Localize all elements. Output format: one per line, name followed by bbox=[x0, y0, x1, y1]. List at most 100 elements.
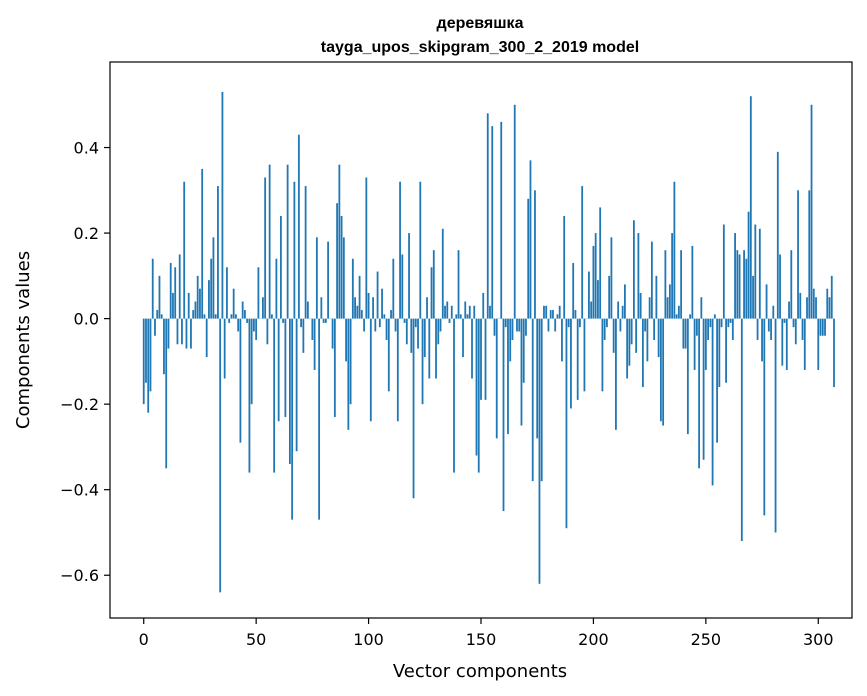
bar bbox=[203, 314, 206, 319]
bar bbox=[606, 318, 608, 328]
bar bbox=[194, 301, 197, 319]
bar bbox=[624, 284, 626, 319]
x-tick-label: 100 bbox=[353, 630, 384, 649]
bar bbox=[401, 254, 404, 319]
bar bbox=[826, 288, 829, 319]
bar bbox=[664, 250, 667, 319]
bar bbox=[421, 318, 424, 405]
bar bbox=[462, 318, 464, 358]
bar bbox=[360, 310, 363, 319]
bar bbox=[181, 318, 183, 345]
bar bbox=[293, 181, 296, 319]
bar bbox=[279, 215, 282, 319]
bar bbox=[507, 318, 509, 435]
bar bbox=[792, 318, 795, 328]
bar bbox=[752, 275, 754, 319]
bar bbox=[646, 318, 649, 362]
bar bbox=[695, 318, 698, 336]
bar bbox=[579, 318, 581, 328]
bar bbox=[169, 263, 172, 319]
bar bbox=[806, 297, 808, 319]
bar bbox=[318, 318, 321, 520]
bar bbox=[493, 318, 496, 336]
bar bbox=[599, 207, 602, 319]
x-tick-label: 250 bbox=[691, 630, 722, 649]
bar bbox=[288, 318, 291, 465]
bar bbox=[491, 126, 494, 319]
x-tick-label: 0 bbox=[139, 630, 149, 649]
bar bbox=[545, 305, 548, 319]
bar bbox=[412, 318, 415, 499]
bar bbox=[650, 241, 653, 319]
bar bbox=[630, 318, 633, 345]
bar bbox=[734, 233, 736, 319]
bar bbox=[403, 318, 406, 323]
bar bbox=[810, 104, 813, 319]
bar bbox=[570, 318, 572, 409]
bar bbox=[367, 292, 370, 319]
bar bbox=[387, 318, 390, 392]
bar bbox=[527, 198, 530, 319]
bar bbox=[489, 305, 491, 319]
bar bbox=[641, 318, 644, 388]
chart-subtitle: tayga_upos_skipgram_300_2_2019 model bbox=[321, 39, 639, 56]
bar bbox=[633, 220, 635, 319]
bar bbox=[756, 318, 759, 340]
bar bbox=[608, 275, 611, 319]
bar bbox=[707, 318, 709, 340]
bar bbox=[754, 224, 757, 319]
bar bbox=[273, 318, 276, 473]
bar bbox=[302, 318, 305, 353]
bar bbox=[743, 250, 745, 319]
x-axis-ticks: 0 50 100 150 200 250 300 bbox=[139, 618, 834, 649]
bar bbox=[219, 318, 222, 593]
bar bbox=[324, 318, 327, 323]
bar bbox=[610, 237, 613, 319]
bar bbox=[192, 310, 195, 319]
bar bbox=[284, 318, 287, 417]
bar bbox=[729, 318, 732, 323]
bar bbox=[803, 318, 806, 370]
bar bbox=[563, 215, 566, 319]
bar bbox=[340, 215, 343, 319]
bar bbox=[797, 190, 799, 319]
bar bbox=[277, 318, 280, 422]
bar bbox=[817, 318, 820, 370]
bar bbox=[549, 310, 552, 319]
bar bbox=[561, 318, 563, 362]
y-tick-label: −0.6 bbox=[60, 566, 99, 585]
bar bbox=[572, 263, 575, 319]
bar bbox=[767, 318, 770, 332]
bar bbox=[666, 297, 669, 319]
bar bbox=[495, 318, 498, 439]
bar bbox=[603, 318, 606, 340]
bar bbox=[590, 301, 593, 319]
bar bbox=[635, 318, 638, 353]
bar bbox=[680, 250, 683, 319]
bar bbox=[266, 318, 269, 345]
bar bbox=[484, 318, 487, 400]
y-axis-ticks: −0.6 −0.4 −0.2 0.0 0.2 0.4 bbox=[60, 139, 110, 585]
bar bbox=[500, 121, 503, 319]
bar bbox=[513, 104, 516, 319]
bar bbox=[639, 292, 642, 319]
bar bbox=[149, 318, 152, 392]
bar bbox=[446, 301, 449, 319]
bar bbox=[482, 292, 485, 319]
bar bbox=[417, 318, 419, 349]
bar bbox=[689, 314, 692, 319]
bar bbox=[320, 297, 323, 319]
bar bbox=[736, 250, 739, 319]
bar bbox=[716, 318, 718, 443]
bar bbox=[322, 318, 325, 323]
bar bbox=[536, 318, 539, 439]
bar bbox=[653, 318, 656, 340]
bar bbox=[662, 318, 665, 426]
bar bbox=[558, 305, 561, 319]
bar bbox=[405, 318, 408, 345]
bar bbox=[565, 318, 568, 529]
bar bbox=[727, 318, 730, 328]
bar bbox=[552, 310, 554, 319]
bar bbox=[428, 318, 431, 379]
bar bbox=[504, 318, 507, 328]
